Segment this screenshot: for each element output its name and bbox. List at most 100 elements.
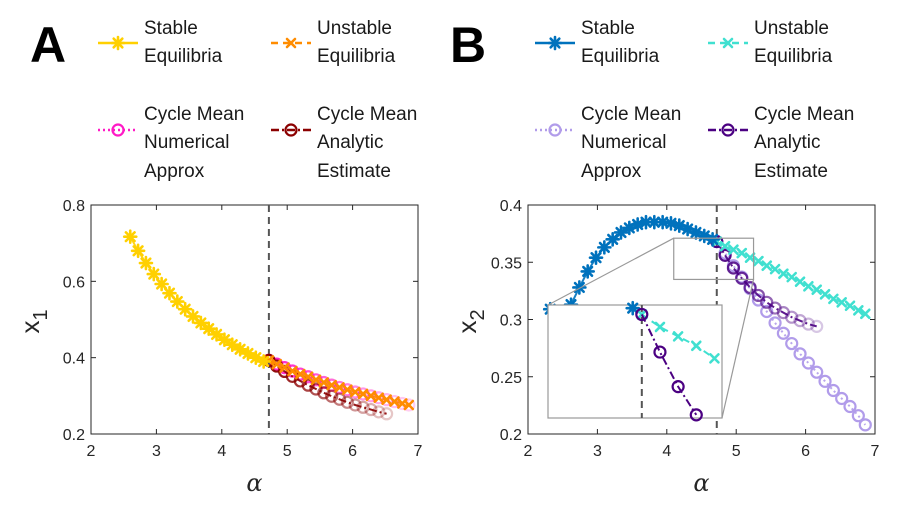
data-point bbox=[810, 319, 824, 333]
legend-label-line1: Cycle Mean bbox=[581, 104, 681, 125]
legend-label-line1: Cycle Mean bbox=[317, 104, 417, 125]
panel-letter-a: A bbox=[30, 17, 66, 73]
data-point bbox=[801, 356, 815, 370]
legend-entry-cycle-analytic: Cycle Mean Analytic Estimate bbox=[271, 104, 417, 182]
data-point bbox=[705, 232, 720, 247]
x-tick-label: 5 bbox=[283, 443, 292, 460]
data-point bbox=[342, 384, 353, 396]
data-point bbox=[271, 358, 283, 370]
y-axis-label: x1 bbox=[15, 309, 52, 333]
data-point bbox=[753, 255, 764, 267]
data-point bbox=[613, 225, 629, 240]
data-point bbox=[736, 247, 748, 259]
y-axis-label-subscript: 1 bbox=[30, 309, 52, 320]
data-point bbox=[843, 399, 857, 414]
legend-entry-unstable: Unstable Equilibria bbox=[271, 18, 396, 67]
series-unstable bbox=[711, 236, 871, 320]
data-point bbox=[769, 263, 781, 275]
data-point bbox=[248, 350, 264, 365]
data-point bbox=[793, 347, 807, 361]
x-tick-label: 5 bbox=[732, 443, 741, 460]
data-point bbox=[356, 400, 370, 414]
series-unstable bbox=[263, 355, 415, 411]
y-tick-label: 0.4 bbox=[63, 351, 85, 368]
legend-label-line3: Estimate bbox=[754, 161, 828, 182]
legend-label-line2: Numerical bbox=[581, 132, 667, 153]
data-point bbox=[768, 301, 782, 315]
x-tick-label: 2 bbox=[87, 443, 96, 460]
legend-label-line1: Cycle Mean bbox=[144, 104, 244, 125]
y-axis-label-subscript: 2 bbox=[467, 309, 489, 320]
inset-data-point bbox=[689, 408, 703, 422]
data-point bbox=[744, 252, 756, 263]
data-point bbox=[726, 261, 741, 275]
data-point bbox=[334, 382, 345, 393]
data-point bbox=[340, 395, 354, 409]
data-point bbox=[365, 390, 377, 402]
data-point bbox=[819, 289, 831, 300]
legend-label-line3: Approx bbox=[581, 161, 642, 182]
x-tick-label: 3 bbox=[152, 443, 161, 460]
data-point bbox=[310, 374, 322, 386]
zoom-region-box bbox=[673, 237, 755, 281]
data-point bbox=[851, 409, 865, 423]
legend-circle-marker bbox=[111, 123, 125, 137]
data-point bbox=[294, 368, 306, 380]
inset-series bbox=[625, 300, 720, 422]
data-point bbox=[597, 240, 612, 255]
legend-entry-unstable: Unstable Equilibria bbox=[708, 18, 833, 67]
data-point bbox=[332, 392, 347, 406]
y-tick-label: 0.3 bbox=[500, 313, 522, 330]
legend-label-line1: Stable bbox=[144, 18, 198, 39]
legend: Stable Equilibria Unstable Equilibria Cycle … bbox=[535, 18, 854, 182]
data-point bbox=[130, 243, 146, 259]
legend-entry-cycle-analytic: Cycle Mean Analytic Estimate bbox=[708, 104, 854, 182]
y-tick-label: 0.8 bbox=[63, 198, 85, 215]
data-point bbox=[751, 288, 766, 303]
data-point bbox=[357, 388, 369, 400]
y-tick-label: 0.25 bbox=[491, 370, 522, 387]
inset-data-point bbox=[654, 321, 666, 333]
data-point bbox=[785, 336, 799, 351]
x-axis-label: α bbox=[693, 469, 709, 497]
data-point bbox=[318, 377, 330, 388]
data-point bbox=[201, 321, 217, 336]
y-tick-label: 0.2 bbox=[500, 427, 522, 444]
data-point bbox=[588, 250, 604, 265]
data-point bbox=[785, 310, 799, 324]
data-point bbox=[801, 317, 815, 331]
y-tick-label: 0.6 bbox=[63, 274, 85, 291]
data-point bbox=[349, 386, 361, 398]
legend-label-line1: Cycle Mean bbox=[754, 104, 854, 125]
data-point bbox=[859, 308, 871, 320]
inset-data-point bbox=[672, 331, 684, 342]
data-point bbox=[858, 418, 872, 432]
panel-b: Stable Equilibria Unstable Equilibria Cycle … bbox=[452, 18, 880, 497]
legend-star-marker bbox=[547, 35, 563, 51]
data-point bbox=[348, 398, 362, 412]
x-tick-label: 6 bbox=[348, 443, 357, 460]
panel-letter-b: B bbox=[450, 17, 486, 73]
plot-area bbox=[90, 204, 419, 435]
data-point bbox=[793, 314, 807, 328]
legend-circle-marker bbox=[284, 123, 298, 137]
inset-series-stable bbox=[625, 300, 641, 316]
data-point bbox=[776, 306, 790, 320]
inset-data-point bbox=[709, 353, 720, 364]
data-point bbox=[761, 260, 773, 271]
data-point bbox=[853, 305, 864, 316]
data-point bbox=[380, 407, 394, 421]
data-point bbox=[810, 365, 824, 379]
data-point bbox=[287, 365, 298, 377]
data-point bbox=[836, 297, 847, 308]
legend-label-line1: Unstable bbox=[754, 18, 829, 39]
x-tick-label: 3 bbox=[593, 443, 602, 460]
data-series bbox=[122, 229, 416, 421]
data-point bbox=[826, 383, 840, 398]
legend-label-line3: Approx bbox=[144, 161, 205, 182]
data-point bbox=[122, 229, 138, 244]
data-point bbox=[381, 394, 392, 405]
data-point bbox=[818, 374, 832, 388]
data-point bbox=[828, 293, 839, 305]
data-point bbox=[718, 248, 732, 262]
